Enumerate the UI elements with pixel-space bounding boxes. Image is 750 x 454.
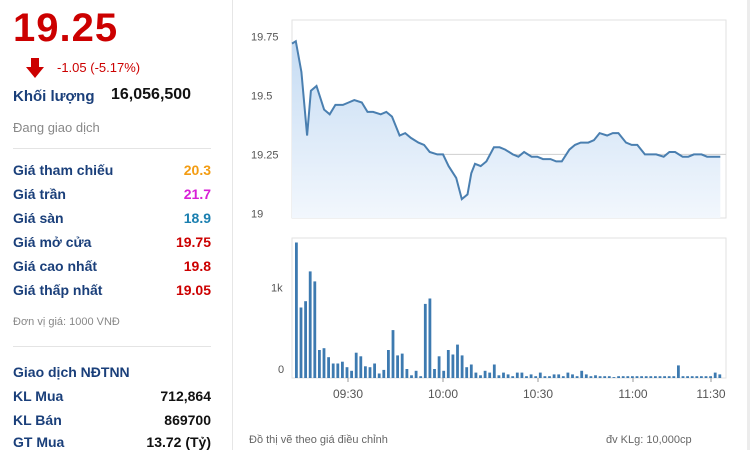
stat-value: 18.9: [183, 210, 211, 226]
stat-row-high: Giá cao nhất 19.8: [13, 256, 211, 278]
stat-label: Giá sàn: [13, 210, 64, 226]
divider: [13, 148, 211, 149]
scrollbar[interactable]: [747, 0, 750, 450]
stat-label: Giá mở cửa: [13, 234, 92, 250]
foreign-label: KL Bán: [13, 412, 62, 428]
quote-panel: 19.25 -1.05 (-5.17%) Khối lượng 16,056,5…: [0, 0, 232, 450]
foreign-value: 869700: [164, 412, 211, 428]
foreign-value: 712,864: [160, 388, 211, 404]
down-arrow-icon: [26, 58, 44, 78]
foreign-row-buy-volume: KL Mua 712,864: [13, 386, 211, 408]
stat-value: 19.8: [183, 258, 211, 274]
foreign-label: KL Mua: [13, 388, 64, 404]
foreign-row-sell-volume: KL Bán 869700: [13, 410, 211, 432]
stat-row-ceiling: Giá trần 21.7: [13, 184, 211, 206]
stat-label: Giá cao nhất: [13, 258, 98, 274]
chart-note: Đồ thị vẽ theo giá điều chỉnh: [249, 434, 388, 446]
chart-panel: [232, 0, 750, 450]
stat-row-low: Giá thấp nhất 19.05: [13, 280, 211, 302]
foreign-row-buy-value: GT Mua 13.72 (Tỷ): [13, 432, 211, 454]
divider: [13, 346, 211, 347]
volume-label: Khối lượng: [13, 88, 95, 105]
unit-note: Đơn vị giá: 1000 VNĐ: [13, 316, 120, 328]
stat-value: 20.3: [183, 162, 211, 178]
trading-status: Đang giao dịch: [13, 120, 100, 135]
stat-row-floor: Giá sàn 18.9: [13, 208, 211, 230]
stat-label: Giá thấp nhất: [13, 282, 103, 298]
price-change: -1.05 (-5.17%): [57, 60, 141, 75]
volume-value: 16,056,500: [111, 86, 192, 103]
stat-value: 19.05: [175, 282, 211, 298]
volume-unit-note: đv KLg: 10,000cp: [606, 434, 692, 446]
stat-label: Giá trần: [13, 186, 66, 202]
foreign-value: 13.72 (Tỷ): [146, 434, 211, 450]
stat-row-open: Giá mở cửa 19.75: [13, 232, 211, 254]
current-price: 19.25: [13, 6, 119, 50]
foreign-label: GT Mua: [13, 434, 65, 450]
stat-label: Giá tham chiếu: [13, 162, 114, 178]
stat-value: 21.7: [183, 186, 211, 202]
foreign-trading-title: Giao dịch NĐTNN: [13, 364, 130, 380]
stat-value: 19.75: [175, 234, 211, 250]
stat-row-reference: Giá tham chiếu 20.3: [13, 160, 211, 182]
